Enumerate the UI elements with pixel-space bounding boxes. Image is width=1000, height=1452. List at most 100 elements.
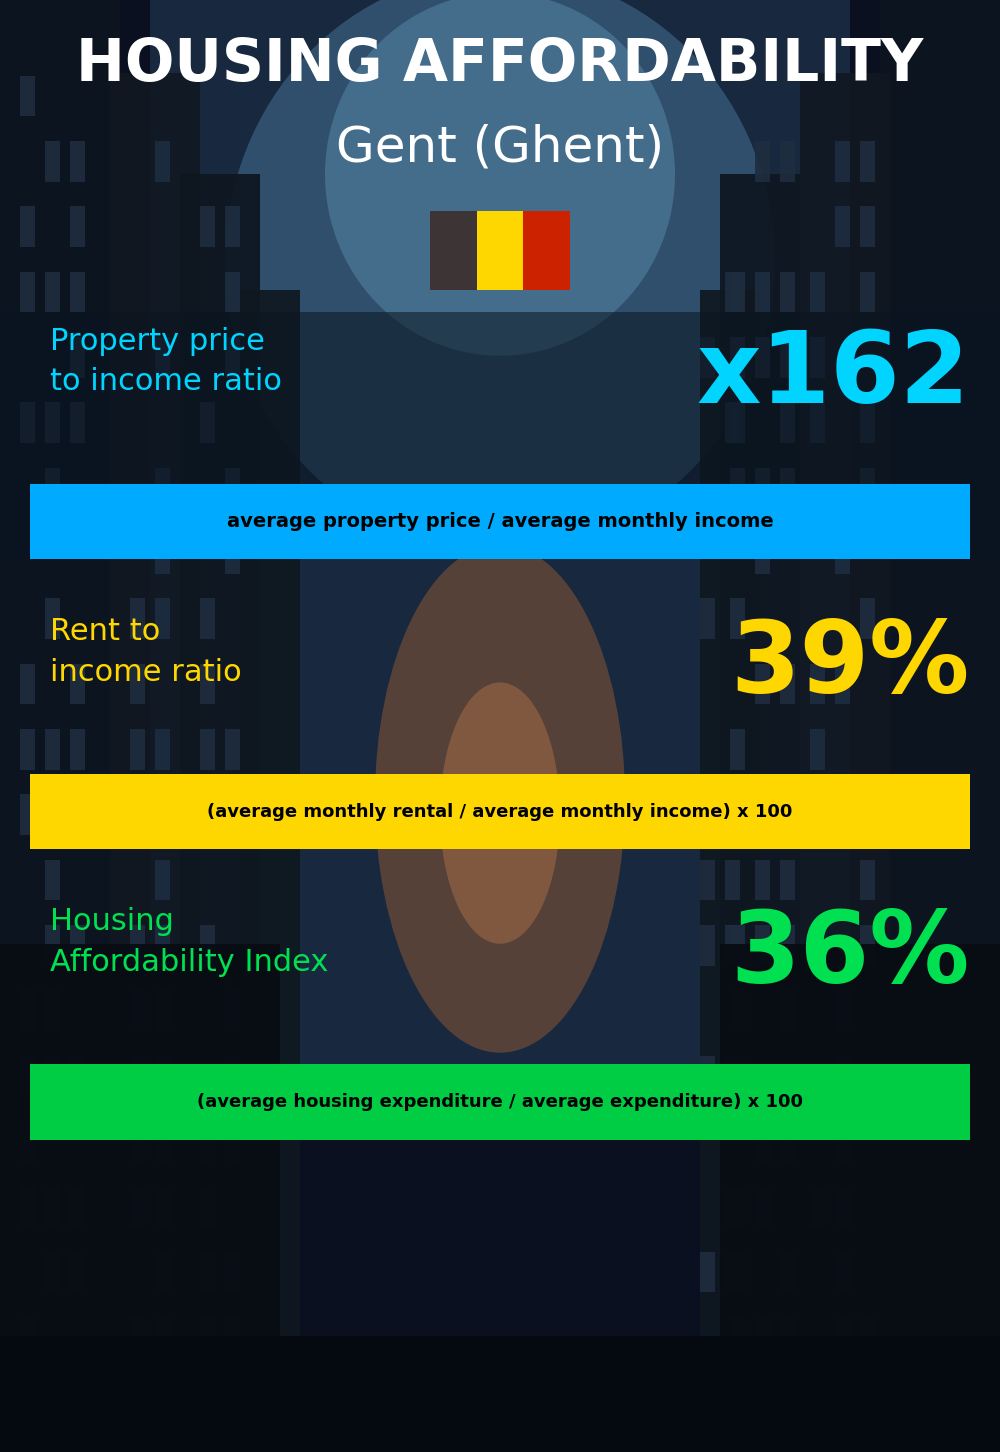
Bar <box>755 533 770 574</box>
Bar <box>155 860 170 900</box>
Bar <box>700 1056 715 1096</box>
Text: 36%: 36% <box>731 908 970 1005</box>
Bar <box>240 290 300 1452</box>
Bar <box>200 1252 215 1292</box>
Bar <box>200 206 215 247</box>
Bar <box>70 1382 85 1423</box>
Bar <box>725 1252 740 1292</box>
Bar <box>725 860 740 900</box>
Bar <box>780 1121 795 1162</box>
Bar <box>20 1121 35 1162</box>
Bar <box>155 468 170 508</box>
Bar <box>835 206 850 247</box>
Bar <box>860 598 875 639</box>
Bar <box>45 272 60 312</box>
Bar <box>155 729 170 770</box>
Text: Property price
to income ratio: Property price to income ratio <box>50 327 282 396</box>
Bar <box>755 664 770 704</box>
Bar <box>835 1317 850 1358</box>
Bar <box>45 860 60 900</box>
Bar <box>70 925 85 966</box>
Text: x162: x162 <box>697 327 970 424</box>
Bar <box>20 1056 35 1096</box>
Bar <box>225 206 240 247</box>
Bar <box>20 402 35 443</box>
Bar <box>70 1056 85 1096</box>
Bar <box>860 272 875 312</box>
Bar <box>225 1056 240 1096</box>
Bar <box>725 1186 740 1227</box>
Bar <box>30 484 970 559</box>
Bar <box>20 990 35 1031</box>
Bar <box>835 141 850 182</box>
Text: 39%: 39% <box>731 617 970 714</box>
Bar <box>70 1186 85 1227</box>
Bar <box>810 664 825 704</box>
Bar <box>860 860 875 900</box>
Text: Gent (Ghent): Gent (Ghent) <box>336 123 664 171</box>
Bar <box>730 272 745 312</box>
Bar <box>155 598 170 639</box>
Bar <box>730 598 745 639</box>
Bar <box>755 337 770 378</box>
Bar <box>20 1186 35 1227</box>
Bar <box>130 1121 145 1162</box>
Bar <box>755 860 770 900</box>
Bar <box>155 1382 170 1423</box>
Bar <box>30 774 970 849</box>
Ellipse shape <box>325 0 675 356</box>
Bar <box>755 925 770 966</box>
Bar <box>155 1252 170 1292</box>
Bar <box>780 468 795 508</box>
Bar <box>200 664 215 704</box>
Bar <box>130 598 145 639</box>
Text: (average housing expenditure / average expenditure) x 100: (average housing expenditure / average e… <box>197 1093 803 1111</box>
Bar <box>860 468 875 508</box>
Bar <box>45 1382 60 1423</box>
Bar <box>725 1056 740 1096</box>
Bar <box>860 206 875 247</box>
Bar <box>730 468 745 508</box>
Bar <box>200 925 215 966</box>
Bar <box>730 1186 745 1227</box>
Bar <box>860 141 875 182</box>
Bar <box>755 1186 770 1227</box>
Bar <box>755 1317 770 1358</box>
Ellipse shape <box>440 682 560 944</box>
Bar <box>70 141 85 182</box>
Bar <box>755 141 770 182</box>
Bar <box>780 1317 795 1358</box>
Bar <box>20 794 35 835</box>
Bar <box>70 729 85 770</box>
Text: Rent to
income ratio: Rent to income ratio <box>50 617 242 687</box>
Bar <box>155 1317 170 1358</box>
Bar <box>730 729 745 770</box>
Bar <box>730 1252 745 1292</box>
Text: average property price / average monthly income: average property price / average monthly… <box>227 511 773 531</box>
Bar <box>730 337 745 378</box>
Bar <box>130 729 145 770</box>
Bar <box>200 1317 215 1358</box>
Bar <box>45 729 60 770</box>
Bar <box>155 1056 170 1096</box>
Bar <box>200 402 215 443</box>
Bar <box>755 794 770 835</box>
Bar <box>45 990 60 1031</box>
Bar <box>200 729 215 770</box>
Bar <box>225 1317 240 1358</box>
Bar <box>780 141 795 182</box>
Bar <box>477 211 523 290</box>
Bar <box>225 990 240 1031</box>
Bar <box>20 1317 35 1358</box>
Bar <box>720 944 1000 1452</box>
Bar <box>755 1121 770 1162</box>
Bar <box>0 1336 1000 1452</box>
Bar <box>835 1186 850 1227</box>
Bar <box>180 174 260 1452</box>
Bar <box>45 1252 60 1292</box>
Bar <box>810 272 825 312</box>
Bar <box>20 272 35 312</box>
Bar <box>30 1064 970 1140</box>
Bar <box>20 729 35 770</box>
Bar <box>45 1056 60 1096</box>
